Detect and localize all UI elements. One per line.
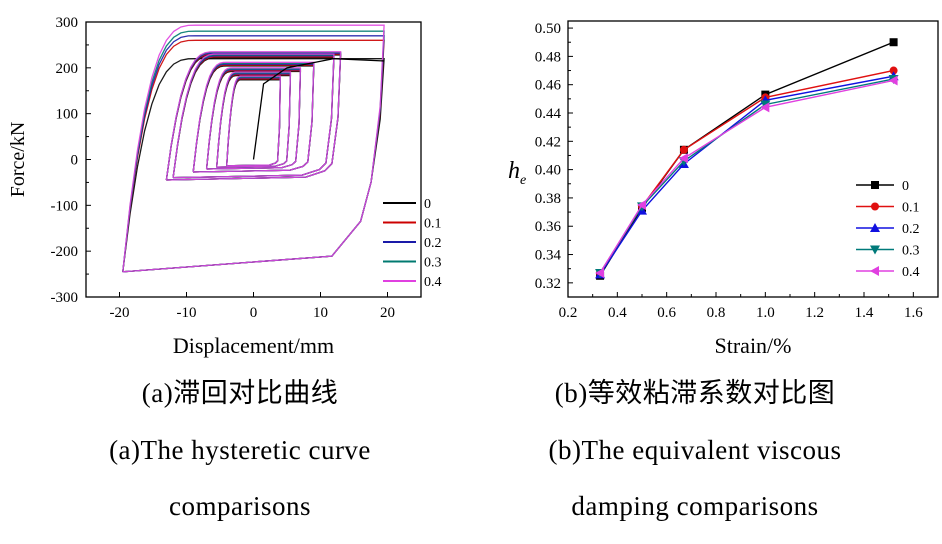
legend-label: 0.2	[902, 222, 920, 237]
x-tick-label: 1.0	[756, 305, 775, 321]
caption-a-english-line2: comparisons	[169, 491, 311, 521]
data-point-0.4	[595, 267, 605, 278]
y-tick-label: 0.38	[535, 191, 561, 207]
hysteresis-loop-0.2	[122, 35, 385, 273]
caption-b-chinese: (b)等效粘滞系数对比图	[554, 378, 836, 408]
y-tick-label: 0.48	[535, 49, 561, 65]
y-tick-label: 0.32	[535, 276, 561, 292]
hysteresis-loop-0.2	[165, 52, 342, 181]
hysteresis-loop-0.4	[172, 53, 335, 179]
legend: 0 0.1 0.2 0.3 0.4	[856, 179, 920, 280]
hysteresis-loop-0.1	[226, 78, 281, 167]
data-point-0.4	[678, 153, 688, 164]
data-point-0	[889, 38, 898, 47]
hysteresis-loop-0.2	[226, 77, 281, 167]
y-tick-label: 0.34	[535, 248, 562, 264]
x-tick-label: 0.6	[657, 305, 676, 321]
x-tick-label: 1.6	[904, 305, 923, 321]
data-point-0.1	[679, 145, 688, 154]
axes: 0.2 0.4 0.6 0.8 1.0 1.2 1.4 1.6 0.32 0.34 0.36 0.38…	[535, 21, 939, 321]
data-point-0.4	[760, 102, 770, 113]
y-axis-label: Force/kN	[7, 122, 29, 198]
series-line-0.2	[599, 75, 894, 275]
legend-label: 0.1	[902, 201, 920, 216]
y-tick-label: 0.46	[535, 78, 562, 94]
x-tick-label: 0.4	[608, 305, 627, 321]
y-tick-label: 100	[56, 107, 79, 123]
hysteresis-loop-0.4	[205, 67, 302, 170]
y-tick-label: 200	[56, 61, 79, 77]
y-tick-label: 0.44	[535, 106, 562, 122]
x-axis-label: Displacement/mm	[173, 333, 334, 358]
legend: 0 0.1 0.2 0.3 0.4	[383, 197, 442, 290]
y-tick-label: 0.40	[535, 163, 561, 179]
series-line-0.3	[599, 78, 894, 274]
legend-label: 0.4	[424, 275, 442, 290]
legend-label: 0.1	[424, 217, 442, 232]
x-tick-label: 0.2	[559, 305, 578, 321]
skeleton-curve	[252, 58, 385, 160]
hysteresis-loop-0.4	[192, 61, 315, 173]
y-tick-label: 0.42	[535, 134, 561, 150]
plot-frame	[567, 20, 939, 298]
y-tick-label: -200	[51, 244, 79, 260]
x-tick-label: 0.8	[707, 305, 726, 321]
y-axis-label: he	[508, 158, 526, 188]
series-line-0.1	[599, 69, 894, 274]
hysteresis-loop-0.4	[226, 75, 281, 167]
legend-marker-0	[871, 181, 879, 189]
hysteresis-loop-0.3	[122, 30, 385, 273]
x-tick-label: 1.2	[805, 305, 824, 321]
x-tick-label: 0	[250, 305, 258, 321]
x-tick-label: -20	[110, 305, 130, 321]
y-tick-label: 0.50	[535, 21, 561, 37]
damping-series	[595, 38, 899, 280]
hysteresis-curves	[122, 24, 385, 273]
caption-b-english-line1: (b)The equivalent viscous	[548, 435, 842, 465]
legend-marker-0.1	[871, 202, 879, 211]
legend-marker-0.2	[870, 223, 880, 232]
hysteresis-loop-0	[122, 58, 385, 273]
hysteresis-loop-0.4	[165, 51, 342, 181]
y-tick-label: -300	[51, 290, 79, 306]
y-label-subscript: e	[520, 173, 526, 188]
data-point-0.4	[637, 200, 646, 210]
hysteresis-loop-0	[226, 79, 281, 167]
legend-label: 0.2	[424, 236, 442, 251]
y-tick-label: -100	[51, 198, 79, 214]
x-axis-label: Strain/%	[715, 333, 792, 358]
damping-chart: 0.2 0.4 0.6 0.8 1.0 1.2 1.4 1.6 0.32 0.34 0.36 0.38…	[508, 20, 939, 358]
caption-a-chinese: (a)滞回对比曲线	[141, 378, 339, 408]
legend-label: 0.3	[902, 244, 920, 259]
hysteresis-loop-0.4	[216, 71, 292, 168]
legend-label: 0	[424, 197, 431, 212]
y-tick-label: 0.36	[535, 219, 562, 235]
x-tick-label: -10	[177, 305, 197, 321]
x-tick-label: 10	[313, 305, 328, 321]
legend-marker-0.3	[870, 245, 880, 255]
data-point-0.4	[888, 75, 898, 86]
x-tick-label: 20	[380, 305, 395, 321]
legend-label: 0	[902, 179, 909, 194]
hysteresis-loop-0.4	[122, 24, 385, 273]
legend-marker-0.4	[870, 266, 879, 276]
series-line-0	[599, 41, 894, 277]
caption-b-english-line2: damping comparisons	[571, 491, 819, 521]
legend-label: 0.4	[902, 265, 920, 280]
caption-a-english-line1: (a)The hysteretic curve	[109, 435, 371, 465]
hysteresis-loop-0.1	[122, 39, 385, 273]
x-tick-label: 1.4	[855, 305, 874, 321]
y-tick-label: 300	[56, 15, 79, 31]
legend-label: 0.3	[424, 256, 442, 271]
y-tick-label: 0	[71, 153, 79, 169]
data-point-0.1	[889, 66, 898, 75]
